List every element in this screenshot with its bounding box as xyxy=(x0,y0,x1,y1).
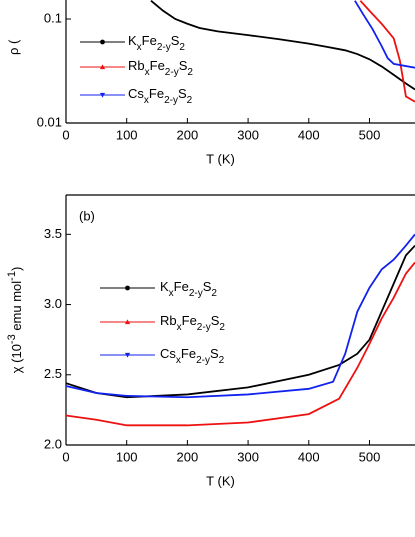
legend-marker xyxy=(99,92,106,98)
x-tick-label: 300 xyxy=(237,127,259,142)
y-tick-label: 2.0 xyxy=(44,436,62,451)
x-tick-label: 400 xyxy=(298,127,320,142)
data-line xyxy=(65,261,415,427)
legend-label: RbxFe2-yS2 xyxy=(160,313,225,333)
y-tick-label: 0.1 xyxy=(44,10,62,25)
y-axis-label: χ (10-3 emu mol-1) xyxy=(6,267,25,374)
legend-label: KxFe2-yS2 xyxy=(160,279,217,299)
data-line xyxy=(359,0,415,103)
legend-label: CsxFe2-yS2 xyxy=(128,86,193,106)
panel-label: (b) xyxy=(79,208,95,223)
legend-label: RbxFe2-yS2 xyxy=(128,58,193,78)
panel: 0 100 200 300 400 500 0.01 0.1 T (K) ρ ( KxFe2-yS2… xyxy=(6,0,415,166)
x-tick-label: 100 xyxy=(116,449,138,464)
data-line xyxy=(150,0,415,91)
x-tick-label: 0 xyxy=(62,127,69,142)
x-tick-label: 100 xyxy=(116,127,138,142)
y-axis-label: ρ ( xyxy=(6,39,21,55)
data-line xyxy=(354,0,415,69)
x-tick-label: 500 xyxy=(359,449,381,464)
panel: 0 100 200 300 400 500 2.0 2.5 3.0 3.5 T (K) χ (10-3… xyxy=(6,194,415,488)
x-tick-label: 200 xyxy=(177,127,199,142)
x-tick-label: 400 xyxy=(298,449,320,464)
x-tick-label: 500 xyxy=(359,127,381,142)
legend-label: KxFe2-yS2 xyxy=(128,33,185,53)
y-tick-label: 3.0 xyxy=(44,296,62,311)
y-tick-label: 0.01 xyxy=(37,114,62,129)
x-tick-label: 0 xyxy=(62,449,69,464)
legend-marker xyxy=(124,319,131,325)
data-line xyxy=(65,233,415,399)
y-tick-label: 2.5 xyxy=(44,366,62,381)
x-axis-label: T (K) xyxy=(206,473,235,488)
x-axis-label: T (K) xyxy=(206,151,235,166)
x-tick-label: 200 xyxy=(177,449,199,464)
legend-label: CsxFe2-yS2 xyxy=(160,346,225,366)
y-tick-label: 3.5 xyxy=(44,226,62,241)
legend-marker xyxy=(124,352,131,358)
x-tick-label: 300 xyxy=(237,449,259,464)
legend-marker xyxy=(100,39,105,45)
data-line xyxy=(65,244,415,399)
legend-marker xyxy=(125,285,130,291)
legend-marker xyxy=(99,64,106,70)
